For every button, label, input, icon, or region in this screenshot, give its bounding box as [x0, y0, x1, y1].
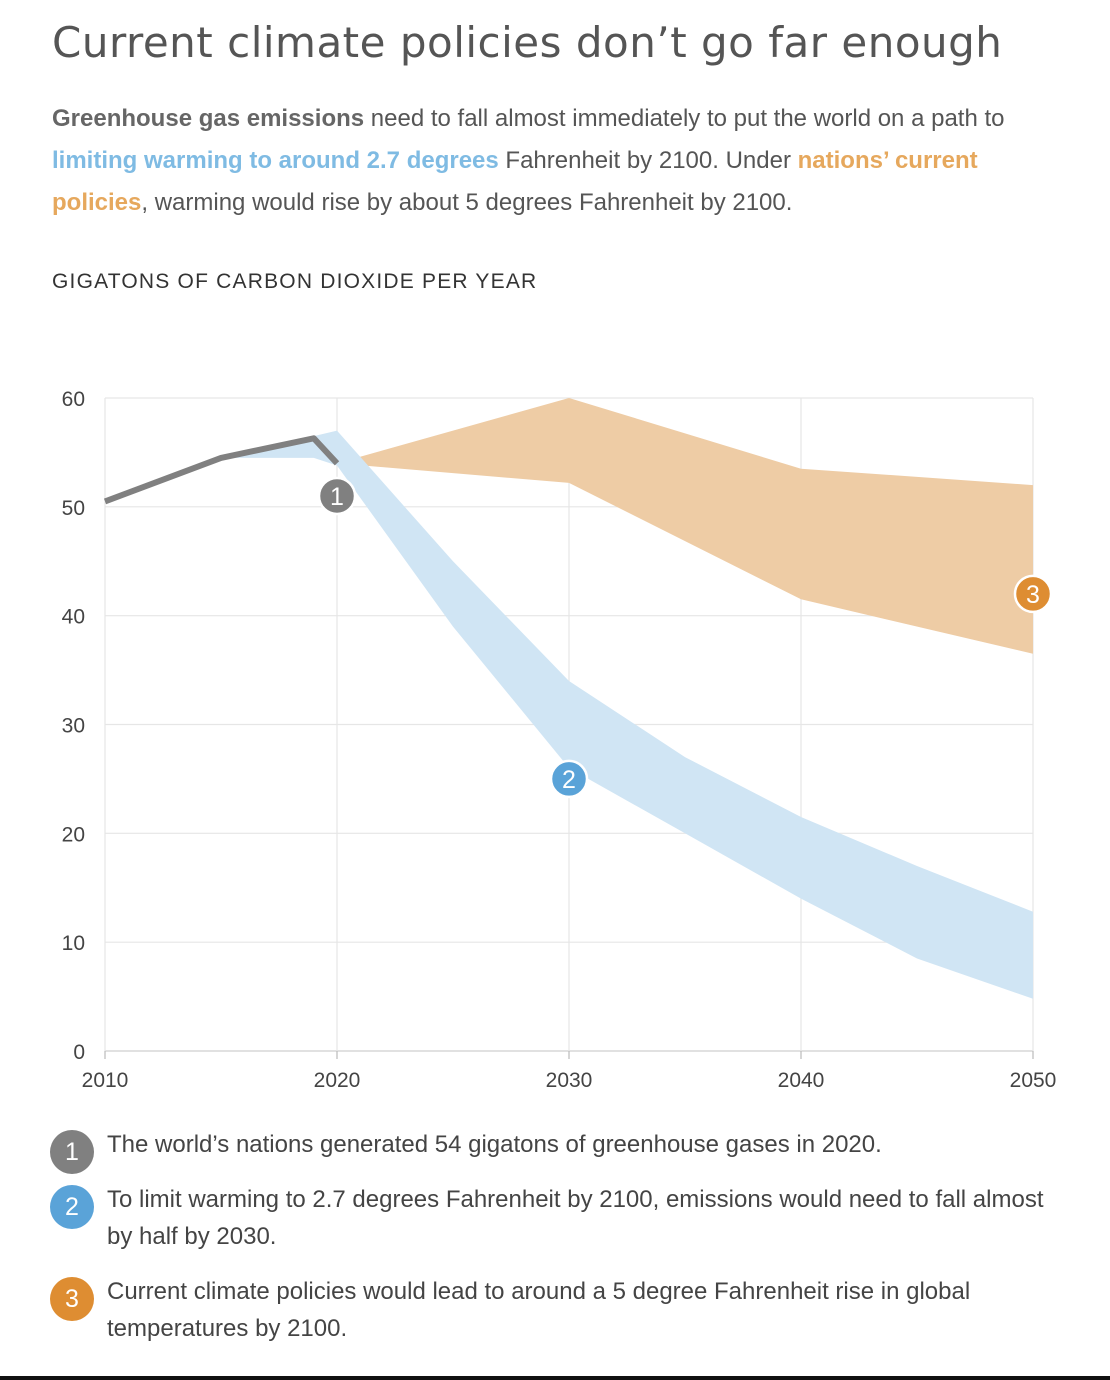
y-tick-label: 50: [62, 497, 85, 520]
marker-label: 2: [562, 766, 576, 794]
historical-emissions-line: [103, 435, 340, 505]
marker-circle: [317, 476, 357, 516]
footnotes: 1 The world’s nations generated 54 gigat…: [50, 1126, 1060, 1365]
x-tick-label: 2040: [778, 1069, 825, 1092]
footnote-text: The world’s nations generated 54 gigaton…: [107, 1131, 882, 1158]
footnote-1: 1 The world’s nations generated 54 gigat…: [50, 1126, 1060, 1174]
page-title: Current climate policies don’t go far en…: [52, 18, 1003, 67]
y-tick-label: 0: [73, 1041, 85, 1064]
intro-text-segment: Fahrenheit by 2100. Under: [498, 147, 798, 174]
intro-emissions-highlight: Greenhouse gas emissions: [52, 105, 365, 132]
y-tick-label: 60: [62, 388, 85, 411]
y-axis-unit-label: GIGATONS OF CARBON DIOXIDE PER YEAR: [52, 270, 538, 293]
marker-circle: [549, 759, 589, 799]
intro-text-segment: , warming would rise by about 5 degrees …: [141, 189, 793, 216]
y-tick-label: 40: [62, 606, 85, 629]
x-tick-label: 2010: [82, 1069, 129, 1092]
marker-circle: [1013, 574, 1053, 614]
y-tick-label: 20: [62, 823, 85, 846]
y-tick-label: 10: [62, 932, 85, 955]
footnote-text: To limit warming to 2.7 degrees Fahrenhe…: [107, 1186, 1044, 1250]
marker-label: 1: [330, 483, 344, 511]
chart-marker-2-icon: 2: [549, 759, 589, 799]
intro-text-segment: need to fall almost immediately to put t…: [364, 105, 1005, 132]
badge-3-icon: 3: [50, 1277, 94, 1321]
x-tick-label: 2020: [314, 1069, 361, 1092]
marker-label: 3: [1026, 581, 1040, 609]
intro-limit-highlight: limiting warming to around 2.7 degrees: [52, 147, 499, 174]
limit-warming-band: [221, 430, 1033, 999]
x-tick-label: 2030: [546, 1069, 593, 1092]
footnote-2: 2 To limit warming to 2.7 degrees Fahren…: [50, 1181, 1060, 1255]
bottom-rule: [0, 1376, 1110, 1380]
badge-1-icon: 1: [50, 1130, 94, 1174]
x-tick-label: 2050: [1010, 1069, 1057, 1092]
y-tick-label: 30: [62, 715, 85, 738]
badge-2-icon: 2: [50, 1185, 94, 1229]
intro-text: Greenhouse gas emissions need to fall al…: [52, 98, 1062, 224]
footnote-text: Current climate policies would lead to a…: [107, 1278, 971, 1342]
chart-marker-1-icon: 1: [317, 476, 357, 516]
intro-policies-highlight: nations’ current policies: [52, 147, 978, 216]
footnote-3: 3 Current climate policies would lead to…: [50, 1273, 1060, 1347]
current-policies-band: [337, 398, 1033, 654]
chart-marker-3-icon: 3: [1013, 574, 1053, 614]
